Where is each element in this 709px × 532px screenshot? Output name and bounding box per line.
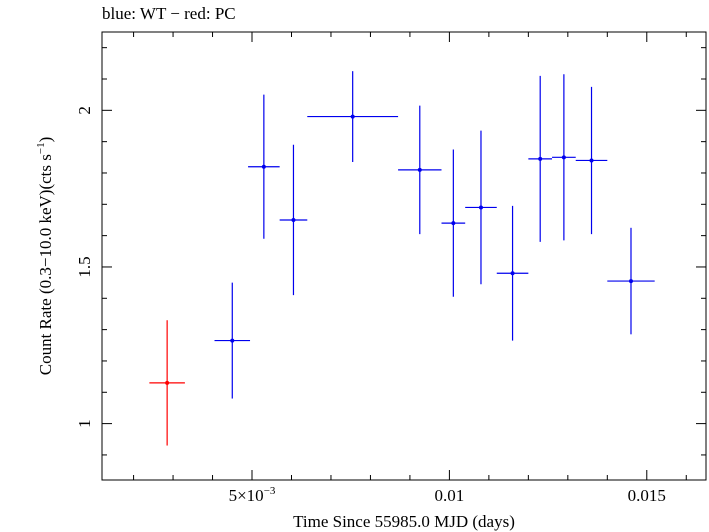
data-marks	[149, 71, 655, 446]
y-tick-label: 2	[75, 106, 94, 115]
data-point	[589, 158, 594, 163]
y-axis-label-sup: −1	[35, 142, 47, 154]
axis-ticks: 5×10−3 0.01 0.015 1 1.5 2	[75, 32, 706, 505]
x-tick-label-exponent: −3	[264, 485, 276, 497]
x-tick-label: 0.015	[628, 486, 666, 505]
data-point	[350, 114, 355, 119]
x-tick-label-base: 0.01	[435, 486, 465, 505]
plot-frame	[101, 31, 707, 481]
data-point	[561, 155, 566, 160]
data-point	[510, 271, 515, 276]
y-axis-label-main: Count Rate (0.3−10.0 keV)(cts s	[36, 154, 55, 375]
data-point	[628, 279, 633, 284]
x-tick-label: 0.01	[435, 486, 465, 505]
data-point	[230, 338, 235, 343]
x-axis-label: Time Since 55985.0 MJD (days)	[293, 512, 515, 531]
chart-title: blue: WT − red: PC	[102, 4, 236, 23]
series-wt	[214, 71, 655, 399]
data-point	[291, 217, 296, 222]
y-tick-label: 1	[75, 419, 94, 428]
y-axis-label-close: )	[36, 137, 55, 143]
data-point	[417, 167, 422, 172]
data-point	[478, 205, 483, 210]
data-point	[261, 164, 266, 169]
x-tick-label: 5×10−3	[229, 485, 276, 505]
data-point	[165, 380, 170, 385]
x-tick-label-base: 0.015	[628, 486, 666, 505]
y-axis-label: Count Rate (0.3−10.0 keV)(cts s−1)	[35, 137, 55, 376]
y-tick-label: 1.5	[75, 256, 94, 277]
series-pc	[149, 320, 185, 446]
data-point	[451, 221, 456, 226]
data-point	[538, 156, 543, 161]
x-tick-label-base: 5×10	[229, 486, 264, 505]
